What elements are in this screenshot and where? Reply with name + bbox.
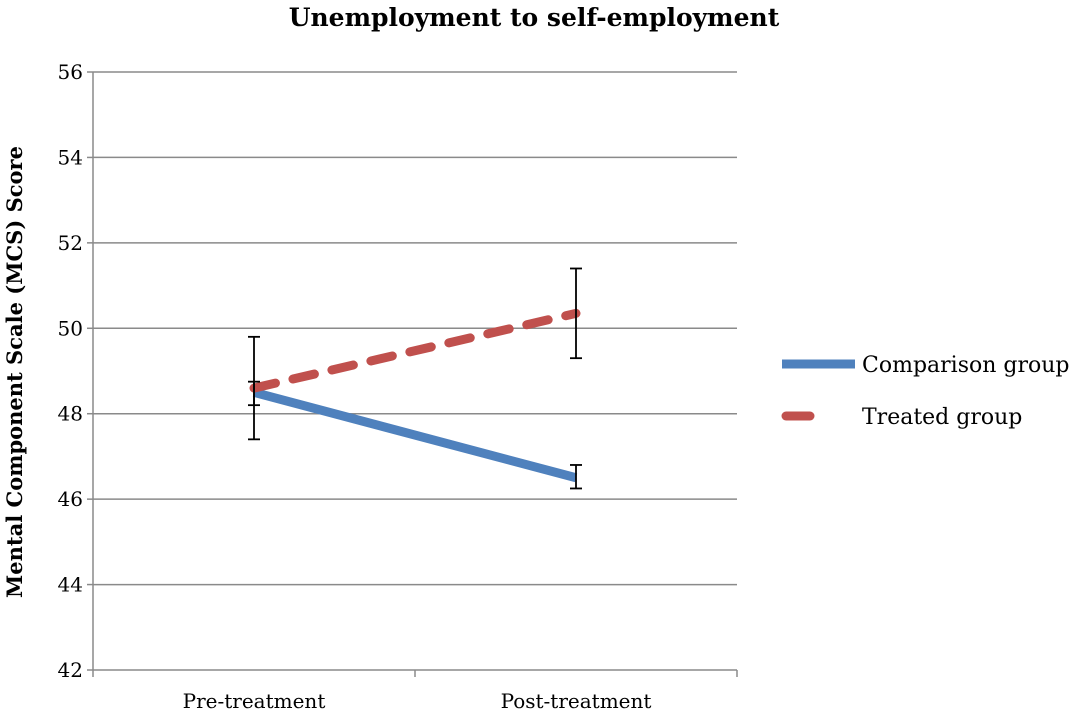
y-axis-label: Mental Component Scale (MCS) Score bbox=[2, 146, 27, 598]
series-line-1 bbox=[249, 308, 581, 393]
series-lines bbox=[249, 308, 581, 483]
y-tick-label: 54 bbox=[58, 145, 83, 169]
y-tick-labels: 42 44 46 48 50 52 54 56 bbox=[58, 60, 83, 682]
y-tick-label: 42 bbox=[58, 658, 83, 682]
x-tick-label: Post-treatment bbox=[501, 689, 652, 713]
axes bbox=[87, 71, 738, 677]
y-tick-label: 46 bbox=[58, 487, 83, 511]
x-tick-labels: Pre-treatment Post-treatment bbox=[183, 689, 652, 713]
y-tick-label: 56 bbox=[58, 60, 83, 84]
y-tick-label: 52 bbox=[58, 231, 83, 255]
y-tick-label: 48 bbox=[58, 402, 83, 426]
legend-label: Treated group bbox=[862, 405, 1022, 430]
x-tick-label: Pre-treatment bbox=[183, 689, 326, 713]
legend-label: Comparison group bbox=[862, 353, 1070, 378]
chart-title: Unemployment to self-employment bbox=[289, 3, 780, 32]
y-tick-label: 50 bbox=[58, 316, 83, 340]
gridlines bbox=[93, 71, 737, 586]
legend: Comparison group Treated group bbox=[781, 353, 1070, 430]
y-tick-label: 44 bbox=[58, 573, 83, 597]
series-line-0 bbox=[252, 388, 578, 483]
error-bars bbox=[248, 267, 582, 490]
